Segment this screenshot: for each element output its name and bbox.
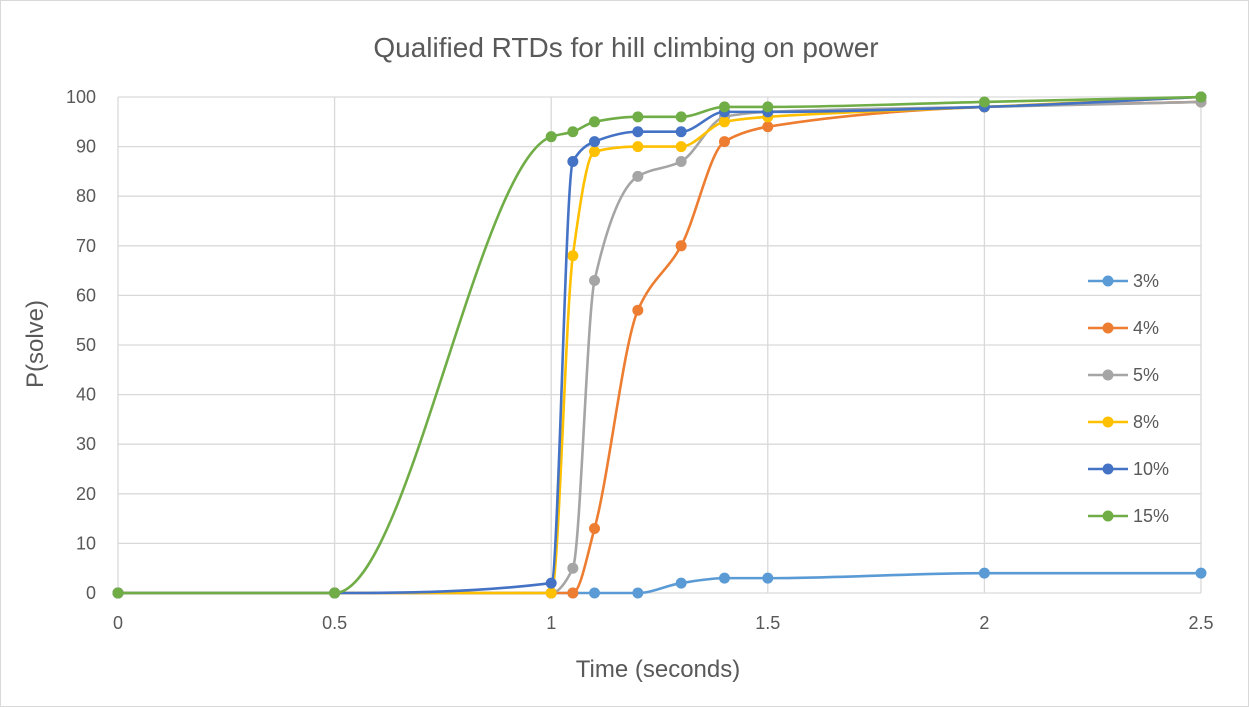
legend-label: 10% bbox=[1133, 459, 1169, 479]
series-3pct-point bbox=[675, 577, 687, 589]
legend: 3% 4% 5% 8% 10% 15% bbox=[1088, 271, 1169, 526]
series-15pct-line bbox=[118, 95, 1202, 595]
series-5pct-line bbox=[118, 100, 1202, 595]
series-3pct-point bbox=[589, 587, 601, 599]
x-tick-label: 1.5 bbox=[755, 613, 780, 633]
series-8pct-point bbox=[567, 250, 579, 262]
y-axis-ticks: 0 10 20 30 40 50 60 70 80 90 100 bbox=[66, 87, 96, 603]
series-10pct-point bbox=[567, 155, 579, 167]
series-4pct-point bbox=[675, 240, 687, 252]
series-4pct-point bbox=[632, 304, 644, 316]
legend-marker bbox=[1102, 416, 1114, 428]
series-8pct-point bbox=[675, 141, 687, 153]
x-tick-label: 0 bbox=[113, 613, 123, 633]
x-tick-label: 2 bbox=[979, 613, 989, 633]
legend-marker bbox=[1102, 463, 1114, 475]
series-15pct-point bbox=[329, 587, 341, 599]
series-4pct-point bbox=[589, 523, 601, 535]
series-15pct-point bbox=[567, 126, 579, 138]
y-tick-label: 90 bbox=[76, 137, 96, 157]
y-tick-label: 40 bbox=[76, 385, 96, 405]
series-10pct-point bbox=[632, 126, 644, 138]
series-15pct-point bbox=[545, 131, 557, 143]
series-10pct-point bbox=[589, 136, 601, 148]
x-tick-label: 1 bbox=[546, 613, 556, 633]
series-3pct-point bbox=[762, 572, 774, 584]
series-4pct-point bbox=[718, 136, 730, 148]
series-5pct bbox=[112, 96, 1207, 599]
series-10pct-point bbox=[545, 577, 557, 589]
series-10pct-point bbox=[675, 126, 687, 138]
series-15pct bbox=[112, 91, 1207, 599]
legend-marker bbox=[1102, 510, 1114, 522]
series-5pct-point bbox=[632, 170, 644, 182]
series-3pct-point bbox=[1195, 567, 1207, 579]
legend-label: 15% bbox=[1133, 506, 1169, 526]
legend-item-5pct: 5% bbox=[1088, 365, 1159, 385]
series-4pct-point bbox=[567, 587, 579, 599]
x-tick-label: 2.5 bbox=[1188, 613, 1213, 633]
legend-marker bbox=[1102, 322, 1114, 334]
series-15pct-point bbox=[1195, 91, 1207, 103]
series-5pct-point bbox=[675, 155, 687, 167]
legend-marker bbox=[1102, 369, 1114, 381]
chart-title: Qualified RTDs for hill climbing on powe… bbox=[373, 32, 878, 63]
gridlines bbox=[117, 96, 1202, 594]
series-8pct-point bbox=[545, 587, 557, 599]
series-15pct-point bbox=[718, 101, 730, 113]
x-tick-label: 0.5 bbox=[322, 613, 347, 633]
y-tick-label: 0 bbox=[86, 583, 96, 603]
series-4pct-point bbox=[762, 121, 774, 133]
series-5pct-point bbox=[567, 562, 579, 574]
y-tick-label: 100 bbox=[66, 87, 96, 107]
x-axis-ticks: 0 0.5 1 1.5 2 2.5 bbox=[113, 613, 1214, 633]
legend-item-10pct: 10% bbox=[1088, 459, 1169, 479]
series-3pct-point bbox=[978, 567, 990, 579]
legend-item-15pct: 15% bbox=[1088, 506, 1169, 526]
y-tick-label: 30 bbox=[76, 434, 96, 454]
legend-label: 3% bbox=[1133, 271, 1159, 291]
legend-label: 4% bbox=[1133, 318, 1159, 338]
series-10pct-line bbox=[118, 95, 1202, 595]
series-8pct-point bbox=[718, 116, 730, 128]
series-4pct bbox=[112, 96, 1207, 599]
legend-item-3pct: 3% bbox=[1088, 271, 1159, 291]
series-3pct-line bbox=[118, 571, 1201, 595]
series-3pct-point bbox=[718, 572, 730, 584]
series-8pct-point bbox=[632, 141, 644, 153]
y-tick-label: 50 bbox=[76, 335, 96, 355]
series-5pct-point bbox=[589, 275, 601, 287]
legend-label: 8% bbox=[1133, 412, 1159, 432]
series-4pct-line bbox=[118, 100, 1202, 595]
legend-marker bbox=[1102, 275, 1114, 287]
series-3pct-point bbox=[632, 587, 644, 599]
x-axis-title: Time (seconds) bbox=[576, 656, 740, 683]
series-15pct-point bbox=[589, 116, 601, 128]
series-15pct-point bbox=[632, 111, 644, 123]
y-axis-title: P(solve) bbox=[22, 300, 49, 388]
y-tick-label: 20 bbox=[76, 484, 96, 504]
legend-label: 5% bbox=[1133, 365, 1159, 385]
series-15pct-point bbox=[762, 101, 774, 113]
series-15pct-point bbox=[978, 96, 990, 108]
legend-item-4pct: 4% bbox=[1088, 318, 1159, 338]
y-tick-label: 60 bbox=[76, 285, 96, 305]
y-tick-label: 70 bbox=[76, 236, 96, 256]
series-group bbox=[112, 91, 1207, 599]
legend-item-8pct: 8% bbox=[1088, 412, 1159, 432]
series-15pct-point bbox=[675, 111, 687, 123]
series-15pct-point bbox=[112, 587, 124, 599]
y-tick-label: 10 bbox=[76, 533, 96, 553]
series-8pct-point bbox=[589, 146, 601, 158]
y-tick-label: 80 bbox=[76, 186, 96, 206]
